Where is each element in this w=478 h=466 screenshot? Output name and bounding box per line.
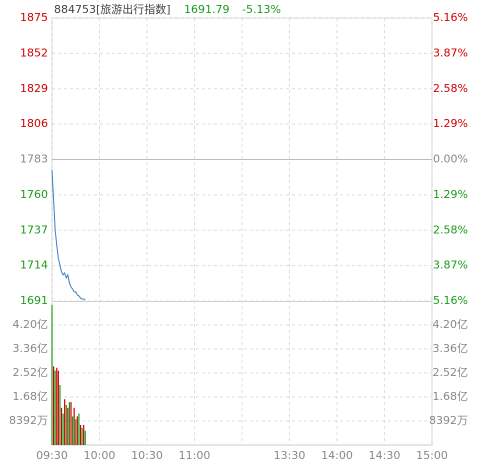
y2-tick-label: 5.16% [433, 294, 468, 307]
x-tick-label: 14:00 [321, 449, 353, 462]
y2-tick-label: 2.58% [433, 223, 468, 236]
volume-bar [84, 430, 86, 445]
y2-tick-label: 5.16% [433, 11, 468, 24]
volume-bar [60, 407, 63, 445]
x-tick-label: 11:00 [179, 449, 211, 462]
y-tick-label: 1783 [20, 153, 48, 166]
y-tick-label: 1691 [20, 294, 48, 307]
volume-bar [54, 370, 56, 445]
volume-bar [65, 404, 67, 445]
price-line [51, 169, 86, 301]
volume-bar [83, 424, 85, 445]
y2-tick-label: 1.68亿 [433, 390, 469, 403]
y-tick-label: 1806 [20, 117, 48, 130]
y-tick-label: 2.52亿 [13, 366, 49, 379]
last-price: 1691.79 [184, 3, 230, 16]
x-tick-label: 10:00 [84, 449, 116, 462]
volume-bar [75, 419, 77, 445]
volume-bar [59, 384, 61, 445]
x-tick-label: 14:30 [369, 449, 401, 462]
y2-tick-label: 3.87% [433, 46, 468, 59]
volume-bar [64, 399, 66, 445]
volume-bar [73, 407, 75, 445]
y-tick-label: 1.68亿 [13, 390, 49, 403]
y2-tick-label: 3.36亿 [433, 342, 469, 355]
y-tick-label: 8392万 [9, 414, 48, 427]
y-tick-label: 1714 [20, 259, 48, 272]
x-tick-label: 15:00 [416, 449, 448, 462]
y2-tick-label: 2.58% [433, 82, 468, 95]
y-tick-label: 1875 [20, 11, 48, 24]
y2-tick-label: 4.20亿 [433, 318, 469, 331]
x-tick-label: 09:30 [36, 449, 68, 462]
change: -5.13% [242, 3, 281, 16]
y2-tick-label: 3.87% [433, 259, 468, 272]
volume-bar [68, 402, 71, 445]
volume-bar [51, 304, 53, 445]
y2-tick-label: 1.29% [433, 188, 468, 201]
y2-tick-label: 1.29% [433, 117, 468, 130]
volume-bar [81, 427, 83, 445]
y2-tick-label: 2.52亿 [433, 366, 469, 379]
y-tick-label: 1852 [20, 46, 48, 59]
volume-bar [79, 424, 82, 445]
volume-bar [71, 416, 74, 445]
volume-bar [56, 367, 58, 445]
y2-tick-label: 8392万 [429, 414, 468, 427]
y2-tick-label: 0.00% [433, 153, 468, 166]
volume-bar [62, 413, 64, 445]
x-tick-label: 10:30 [131, 449, 163, 462]
volume-bar [76, 416, 78, 445]
y-tick-label: 3.36亿 [13, 342, 49, 355]
volume-bar [52, 366, 55, 445]
y-tick-label: 1829 [20, 82, 48, 95]
x-tick-label: 13:30 [274, 449, 306, 462]
volume-bar [57, 370, 59, 445]
volume-bar [70, 402, 72, 445]
y-tick-label: 1737 [20, 223, 48, 236]
y-tick-label: 4.20亿 [13, 318, 49, 331]
chart-title: 884753[旅游出行指数] [54, 2, 171, 16]
volume-bar [67, 407, 69, 445]
y-tick-label: 1760 [20, 188, 48, 201]
volume-bar [78, 413, 80, 445]
